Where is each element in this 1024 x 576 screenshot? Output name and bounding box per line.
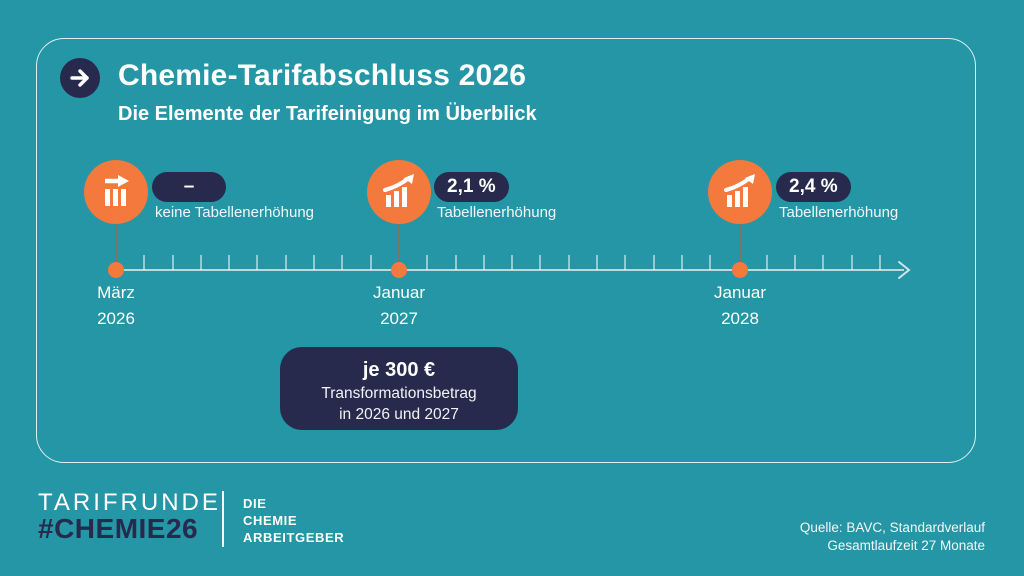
timeline-dot (108, 262, 124, 278)
logo-line: DIE (243, 496, 267, 511)
source-line: Quelle: BAVC, Standardverlauf (799, 520, 985, 535)
transformation-amount-box: je 300 € Transformationsbetrag in 2026 u… (280, 347, 518, 430)
rising-chart-icon (383, 174, 414, 207)
source-note: Quelle: BAVC, Standardverlauf Gesamtlauf… (800, 519, 985, 554)
milestone-icon-circle (84, 160, 148, 224)
milestone-label: Tabellenerhöhung (779, 204, 899, 221)
milestone-badge: 2,4 % (776, 172, 851, 202)
timeline-date-month: März (97, 283, 135, 302)
logo-line: ARBEITGEBER (243, 530, 345, 545)
page-subtitle: Die Elemente der Tarifeinigung im Überbl… (118, 103, 537, 125)
timeline-date: Januar 2027 (329, 280, 469, 332)
campaign-wordmark-line1: TARIFRUNDE (38, 489, 221, 516)
page-title: Chemie-Tarifabschluss 2026 (118, 59, 527, 92)
milestone-connector (115, 224, 117, 264)
source-line: Gesamtlaufzeit 27 Monate (827, 537, 985, 553)
milestone-icon-circle (708, 160, 772, 224)
footer-divider (222, 491, 224, 547)
milestone-label: keine Tabellenerhöhung (155, 204, 315, 221)
timeline-date-month: Januar (714, 283, 766, 302)
amount-value: je 300 € (362, 359, 436, 381)
rising-chart-icon (724, 174, 755, 207)
timeline-axis (116, 269, 904, 271)
timeline-date: Januar 2028 (670, 280, 810, 332)
milestone-connector (739, 224, 741, 264)
milestone-badge: 2,1 % (434, 172, 509, 202)
timeline-dot (391, 262, 407, 278)
milestone-badge: – (152, 172, 226, 202)
milestone-connector (398, 224, 400, 264)
timeline-date-month: Januar (373, 283, 425, 302)
timeline-arrowhead-icon (898, 261, 911, 279)
timeline-date: März 2026 (46, 280, 186, 332)
timeline-dot (732, 262, 748, 278)
content-frame-border (36, 38, 976, 463)
arrow-right-icon (60, 58, 100, 98)
timeline-date-year: 2027 (380, 309, 418, 328)
chemie-arbeitgeber-logo: DIE CHEMIE ARBEITGEBER (243, 495, 344, 546)
milestone-icon-circle (367, 160, 431, 224)
logo-line: CHEMIE (243, 513, 298, 528)
amount-label: Transformationsbetrag (321, 385, 477, 402)
timeline-date-year: 2026 (97, 309, 135, 328)
timeline-date-year: 2028 (721, 309, 759, 328)
amount-period: in 2026 und 2027 (339, 406, 459, 423)
flat-chart-icon (105, 175, 129, 206)
campaign-wordmark-line2: #CHEMIE26 (38, 513, 199, 544)
milestone-label: Tabellenerhöhung (437, 204, 557, 221)
